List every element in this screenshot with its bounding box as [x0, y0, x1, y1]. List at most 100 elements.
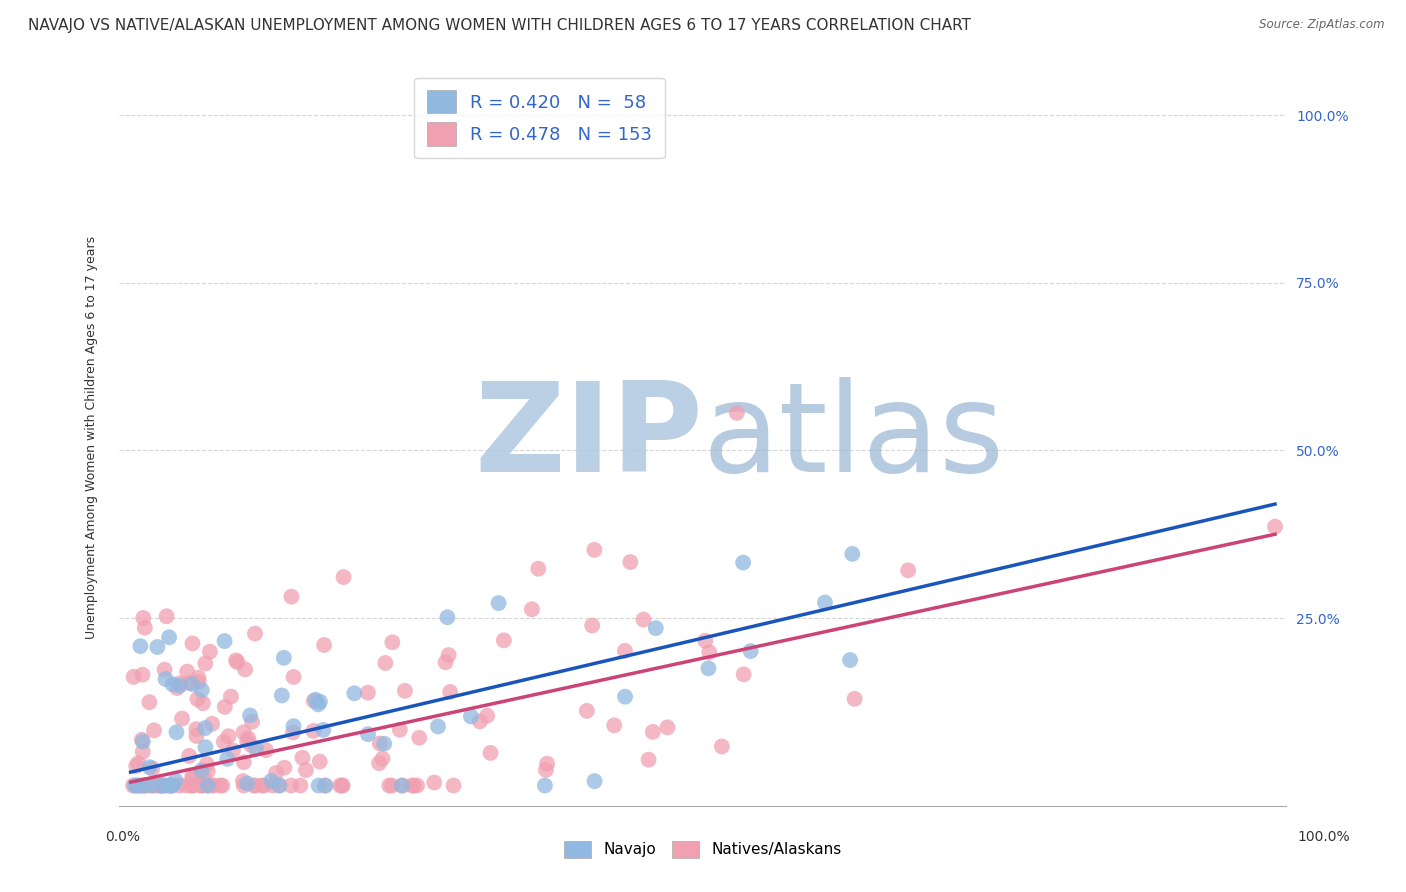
Natives/Alaskans	[233, 662, 256, 676]
Natives/Alaskans	[243, 779, 266, 793]
Natives/Alaskans	[122, 670, 145, 684]
Natives/Alaskans	[388, 723, 411, 737]
Navajo	[124, 779, 146, 793]
Natives/Alaskans	[423, 775, 446, 789]
Natives/Alaskans	[131, 667, 153, 681]
Navajo	[236, 776, 259, 790]
Navajo	[165, 773, 187, 788]
Navajo	[583, 774, 606, 789]
Natives/Alaskans	[613, 644, 636, 658]
Natives/Alaskans	[232, 779, 254, 793]
Navajo	[273, 650, 295, 665]
Natives/Alaskans	[381, 635, 404, 649]
Text: 0.0%: 0.0%	[105, 830, 141, 844]
Navajo	[614, 690, 637, 704]
Natives/Alaskans	[291, 750, 314, 764]
Natives/Alaskans	[169, 779, 191, 793]
Navajo	[155, 672, 177, 686]
Natives/Alaskans	[492, 633, 515, 648]
Natives/Alaskans	[155, 609, 177, 624]
Natives/Alaskans	[280, 590, 302, 604]
Natives/Alaskans	[250, 779, 273, 793]
Natives/Alaskans	[637, 753, 659, 767]
Natives/Alaskans	[132, 611, 155, 625]
Natives/Alaskans	[243, 779, 266, 793]
Navajo	[841, 547, 863, 561]
Navajo	[309, 695, 332, 709]
Navajo	[162, 779, 184, 793]
Natives/Alaskans	[219, 690, 242, 704]
Natives/Alaskans	[695, 633, 717, 648]
Navajo	[269, 779, 291, 793]
Natives/Alaskans	[187, 671, 209, 685]
Navajo	[162, 677, 184, 691]
Navajo	[194, 721, 217, 735]
Natives/Alaskans	[198, 645, 221, 659]
Natives/Alaskans	[149, 779, 172, 793]
Legend: R = 0.420   N =  58, R = 0.478   N = 153: R = 0.420 N = 58, R = 0.478 N = 153	[415, 78, 665, 158]
Natives/Alaskans	[378, 779, 401, 793]
Natives/Alaskans	[197, 764, 219, 779]
Natives/Alaskans	[603, 718, 626, 732]
Natives/Alaskans	[136, 779, 159, 793]
Navajo	[307, 698, 329, 712]
Natives/Alaskans	[725, 406, 748, 420]
Natives/Alaskans	[127, 779, 149, 793]
Navajo	[157, 630, 180, 644]
Natives/Alaskans	[181, 779, 204, 793]
Navajo	[839, 653, 862, 667]
Navajo	[155, 779, 177, 793]
Natives/Alaskans	[143, 779, 166, 793]
Natives/Alaskans	[191, 768, 214, 782]
Natives/Alaskans	[190, 779, 212, 793]
Natives/Alaskans	[209, 779, 232, 793]
Natives/Alaskans	[437, 648, 460, 662]
Natives/Alaskans	[302, 694, 325, 708]
Navajo	[245, 741, 267, 756]
Navajo	[132, 734, 155, 748]
Natives/Alaskans	[159, 779, 181, 793]
Natives/Alaskans	[897, 563, 920, 577]
Navajo	[312, 723, 335, 737]
Natives/Alaskans	[179, 676, 201, 690]
Natives/Alaskans	[468, 714, 491, 729]
Navajo	[740, 644, 762, 658]
Navajo	[427, 719, 450, 733]
Natives/Alaskans	[308, 755, 330, 769]
Natives/Alaskans	[212, 735, 235, 749]
Navajo	[436, 610, 458, 624]
Natives/Alaskans	[180, 779, 202, 793]
Natives/Alaskans	[127, 756, 149, 771]
Navajo	[197, 779, 219, 793]
Natives/Alaskans	[236, 734, 259, 748]
Natives/Alaskans	[368, 756, 391, 771]
Natives/Alaskans	[152, 779, 174, 793]
Natives/Alaskans	[374, 656, 396, 670]
Natives/Alaskans	[575, 704, 598, 718]
Natives/Alaskans	[191, 696, 214, 710]
Navajo	[134, 779, 156, 793]
Natives/Alaskans	[166, 681, 188, 695]
Navajo	[391, 779, 413, 793]
Natives/Alaskans	[202, 779, 225, 793]
Natives/Alaskans	[330, 779, 353, 793]
Natives/Alaskans	[181, 636, 204, 650]
Natives/Alaskans	[312, 638, 335, 652]
Natives/Alaskans	[211, 779, 233, 793]
Natives/Alaskans	[125, 759, 148, 773]
Natives/Alaskans	[583, 542, 606, 557]
Natives/Alaskans	[527, 562, 550, 576]
Natives/Alaskans	[391, 779, 413, 793]
Natives/Alaskans	[699, 645, 721, 659]
Natives/Alaskans	[122, 779, 145, 793]
Natives/Alaskans	[844, 691, 866, 706]
Natives/Alaskans	[194, 657, 217, 671]
Natives/Alaskans	[176, 665, 198, 679]
Natives/Alaskans	[134, 779, 156, 793]
Natives/Alaskans	[314, 779, 336, 793]
Navajo	[217, 752, 239, 766]
Natives/Alaskans	[332, 570, 354, 584]
Natives/Alaskans	[262, 779, 284, 793]
Natives/Alaskans	[280, 779, 302, 793]
Natives/Alaskans	[218, 729, 240, 743]
